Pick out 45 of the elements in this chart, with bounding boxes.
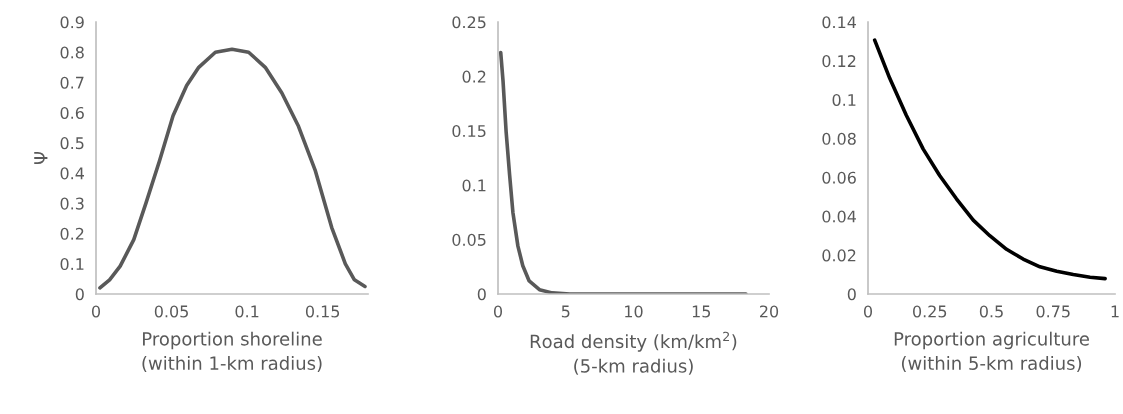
y-tick-label: 0.08 xyxy=(822,132,856,145)
y-tick-label: 0.14 xyxy=(822,16,856,29)
y-tick-label: 0.5 xyxy=(60,137,84,150)
x-axis-title: Proportion shoreline (within 1-km radius) xyxy=(142,331,322,373)
line-series xyxy=(498,50,748,294)
x-tick-label: 0 xyxy=(493,305,503,318)
y-tick-label: 0.4 xyxy=(60,167,84,180)
y-tick-label: 0.06 xyxy=(822,171,856,184)
y-tick-label: 0.15 xyxy=(452,125,486,138)
y-tick-label: 0.1 xyxy=(462,179,486,192)
y-axis-title: Ψ xyxy=(34,151,48,165)
text: Road density (km/km$^{2}$) (5-km radius) xyxy=(530,331,737,375)
y-tick-label: 0 xyxy=(477,288,486,301)
x-tick-label: 0 xyxy=(863,305,873,318)
y-tick-label: 0.04 xyxy=(822,210,856,223)
x-tick-label: 20 xyxy=(760,305,779,318)
y-tick-label: 0.2 xyxy=(462,70,486,83)
y-tick-label: 0.25 xyxy=(452,16,486,29)
y-tick-label: 0.3 xyxy=(60,197,84,210)
y-tick-label: 0.05 xyxy=(452,233,486,246)
x-tick-label: 0.15 xyxy=(305,305,340,318)
y-tick-label: 0.1 xyxy=(832,93,856,107)
x-tick-label: 0.5 xyxy=(979,305,1003,318)
x-tick-label: 0.75 xyxy=(1036,305,1070,318)
x-tick-label: 0.1 xyxy=(235,305,259,318)
y-tick-label: 0.7 xyxy=(60,76,84,89)
x-tick-label: 5 xyxy=(561,305,570,318)
x-tick-label: 15 xyxy=(692,305,711,318)
line-series xyxy=(872,38,1107,281)
y-tick-label: 0.1 xyxy=(60,257,84,271)
x-tick-label: 10 xyxy=(625,305,643,318)
line-series xyxy=(98,47,367,290)
x-tick-label: 0 xyxy=(91,305,101,318)
y-tick-label: 0.6 xyxy=(60,106,84,119)
y-tick-label: 0 xyxy=(847,288,856,301)
x-tick-label: 0.05 xyxy=(154,305,188,318)
y-tick-label: 0.8 xyxy=(60,46,84,59)
y-tick-label: 0 xyxy=(75,288,84,301)
y-tick-label: 0.12 xyxy=(822,55,856,68)
y-tick-label: 0.02 xyxy=(822,249,856,262)
x-tick-label: 0.25 xyxy=(913,305,947,318)
x-axis-title: Proportion agriculture (within 5-km radius) xyxy=(894,331,1089,373)
y-tick-label: 0.9 xyxy=(60,16,84,29)
y-tick-label: 0.2 xyxy=(60,227,84,240)
x-tick-label: 1 xyxy=(1111,305,1119,318)
